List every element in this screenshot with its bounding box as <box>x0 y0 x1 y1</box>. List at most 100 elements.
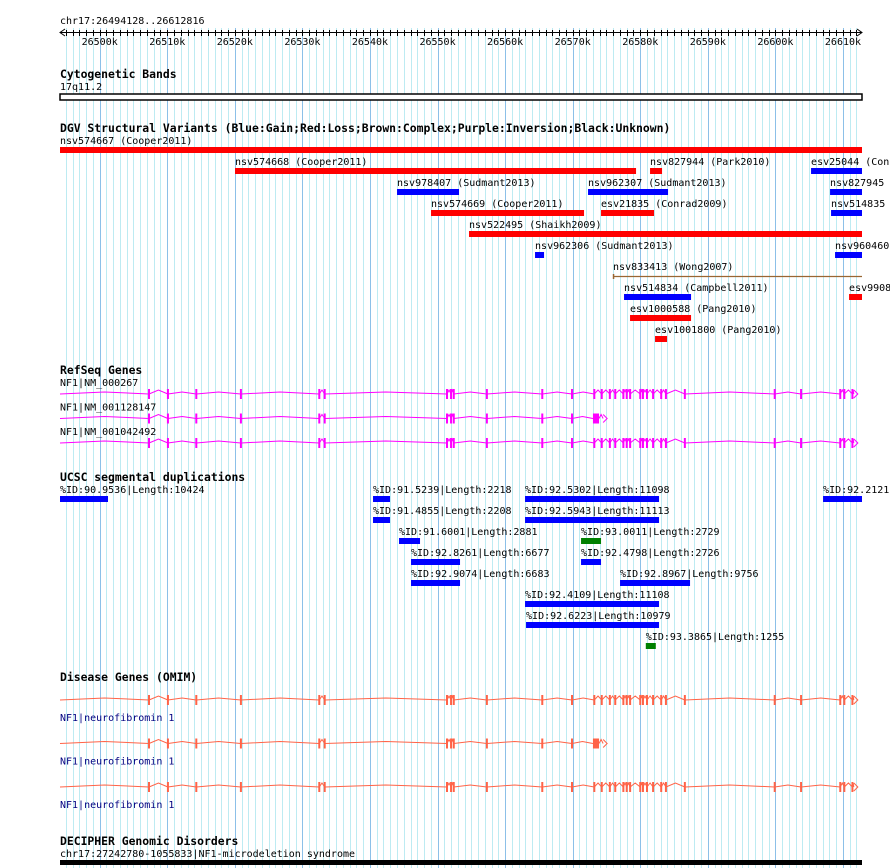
segdup-bar[interactable] <box>373 496 391 502</box>
dgv-feature[interactable]: nsv514835 <box>831 199 885 216</box>
dgv-feature-bar[interactable] <box>630 315 692 321</box>
dgv-feature-bar[interactable] <box>650 168 663 174</box>
dgv-feature[interactable]: nsv960460 <box>835 241 889 258</box>
omim-gene[interactable] <box>59 737 608 749</box>
dgv-feature-label: esv1000588 (Pang2010) <box>630 304 756 315</box>
segdup-bar[interactable] <box>526 622 660 628</box>
dgv-feature[interactable]: esv9908 <box>849 283 890 300</box>
dgv-feature-bar[interactable] <box>535 252 545 258</box>
dgv-feature-bar[interactable] <box>397 189 460 195</box>
omim-gene[interactable] <box>59 694 859 705</box>
strand-arrow-icon <box>602 739 608 748</box>
gene-exon <box>843 389 846 399</box>
segdup-label: %ID:91.4855|Length:2208 <box>373 506 511 517</box>
dgv-feature[interactable]: nsv574668 (Cooper2011) <box>235 157 637 174</box>
segdup-feature[interactable]: %ID:91.6001|Length:2881 <box>399 527 538 544</box>
dgv-feature[interactable]: nsv827944 (Park2010) <box>650 157 770 174</box>
gene-exon <box>318 438 321 448</box>
segdup-feature[interactable]: %ID:90.9536|Length:10424 <box>60 485 205 502</box>
refseq-gene[interactable] <box>59 388 859 399</box>
decipher-feature-bar[interactable] <box>60 860 862 865</box>
dgv-feature[interactable]: nsv962307 (Sudmant2013) <box>588 178 727 195</box>
dgv-feature[interactable]: nsv514834 (Campbell2011) <box>624 283 769 300</box>
segdup-feature[interactable]: %ID:92.5302|Length:11098 <box>525 485 670 502</box>
gene-exon <box>683 695 686 705</box>
dgv-feature-bar[interactable] <box>655 336 668 342</box>
dgv-feature-label: nsv514835 <box>831 199 885 210</box>
gene-exon <box>622 389 625 399</box>
gene-exon <box>450 695 453 705</box>
gene-exon <box>541 389 544 399</box>
omim-gene-label[interactable]: NF1|neurofibromin 1 <box>60 800 174 811</box>
dgv-feature[interactable]: esv25044 (Conr <box>811 157 890 174</box>
dgv-feature[interactable]: nsv574669 (Cooper2011) <box>431 199 585 216</box>
segdup-feature[interactable]: %ID:91.5239|Length:2218 <box>373 485 512 502</box>
ruler-tick-label: 26500k <box>82 37 118 48</box>
dgv-feature[interactable]: esv1001800 (Pang2010) <box>655 325 781 342</box>
segdup-label: %ID:92.5302|Length:11098 <box>525 485 670 496</box>
segdup-feature[interactable]: %ID:92.5943|Length:11113 <box>525 506 670 523</box>
refseq-gene[interactable] <box>59 437 859 448</box>
dgv-feature[interactable]: nsv978407 (Sudmant2013) <box>397 178 536 195</box>
segdup-bar[interactable] <box>60 496 109 502</box>
dgv-feature-bar[interactable] <box>588 189 669 195</box>
dgv-feature-bar[interactable] <box>624 294 692 300</box>
dgv-feature-bar[interactable] <box>601 210 655 216</box>
segdup-bar[interactable] <box>411 559 461 565</box>
gene-exon <box>664 389 667 399</box>
segdup-feature[interactable]: %ID:93.3865|Length:1255 <box>645 632 784 649</box>
dgv-feature-bar[interactable] <box>835 252 862 258</box>
segdup-feature[interactable]: %ID:92.6223|Length:10979 <box>526 611 671 628</box>
segdup-feature[interactable]: %ID:92.8261|Length:6677 <box>411 548 550 565</box>
omim-gene[interactable] <box>59 781 859 792</box>
segdup-bar[interactable] <box>525 517 660 523</box>
segdup-bar[interactable] <box>645 643 656 649</box>
dgv-feature[interactable]: esv1000588 (Pang2010) <box>630 304 756 321</box>
segdup-feature[interactable]: %ID:91.4855|Length:2208 <box>373 506 512 523</box>
segdup-label: %ID:90.9536|Length:10424 <box>60 485 205 496</box>
segdup-feature[interactable]: %ID:92.9074|Length:6683 <box>411 569 550 586</box>
segdup-feature[interactable]: %ID:92.4798|Length:2726 <box>581 548 720 565</box>
dgv-feature[interactable]: nsv827945 <box>830 178 884 195</box>
dgv-feature-bar[interactable] <box>830 189 862 195</box>
dgv-feature[interactable]: nsv522495 (Shaikh2009) <box>469 220 862 237</box>
omim-gene-label[interactable]: NF1|neurofibromin 1 <box>60 713 174 724</box>
dgv-feature-bar[interactable] <box>431 210 585 216</box>
dgv-feature-label: nsv978407 (Sudmant2013) <box>397 178 535 189</box>
omim-gene-label[interactable]: NF1|neurofibromin 1 <box>60 757 174 768</box>
segdup-bar[interactable] <box>525 496 660 502</box>
segdup-bar[interactable] <box>399 538 421 544</box>
dgv-feature[interactable]: nsv962306 (Sudmant2013) <box>535 241 674 258</box>
refseq-gene[interactable] <box>59 412 608 424</box>
dgv-feature-bar[interactable] <box>235 168 637 174</box>
dgv-feature-bar[interactable] <box>831 210 862 216</box>
segdup-bar[interactable] <box>620 580 691 586</box>
segdup-feature[interactable]: %ID:93.0011|Length:2729 <box>581 527 720 544</box>
dgv-feature[interactable]: esv21835 (Conrad2009) <box>601 199 727 216</box>
dgv-feature-bar[interactable] <box>811 168 862 174</box>
segdup-feature[interactable]: %ID:92.4109|Length:11108 <box>525 590 670 607</box>
strand-arrow-icon <box>853 389 859 399</box>
gene-exon <box>318 738 321 749</box>
segdup-feature[interactable]: %ID:92.8967|Length:9756 <box>620 569 759 586</box>
cytoband-bar[interactable] <box>59 93 863 101</box>
ruler[interactable]: 26500k 26510k 26520k 26530k 26540k 26550k 2656… <box>59 28 863 48</box>
gene-exon <box>323 438 326 448</box>
gene-exon <box>195 438 198 448</box>
dgv-feature[interactable]: nsv574667 (Cooper2011) <box>60 136 862 153</box>
segdup-feature[interactable]: %ID:92.2121 <box>823 485 889 502</box>
gene-exon <box>571 782 574 792</box>
segdup-bar[interactable] <box>581 559 602 565</box>
segdup-bar[interactable] <box>823 496 862 502</box>
dgv-feature-bar[interactable] <box>60 147 862 153</box>
gene-exon <box>641 782 644 792</box>
segdup-bar[interactable] <box>581 538 602 544</box>
segdup-bar[interactable] <box>373 517 391 523</box>
gene-exon <box>652 695 655 705</box>
dgv-feature[interactable]: nsv833413 (Wong2007) <box>612 262 862 279</box>
dgv-feature-bar[interactable] <box>849 294 862 300</box>
segdup-bar[interactable] <box>525 601 660 607</box>
dgv-feature-bar[interactable] <box>469 231 862 237</box>
segdup-bar[interactable] <box>411 580 461 586</box>
gene-exon <box>593 695 596 705</box>
